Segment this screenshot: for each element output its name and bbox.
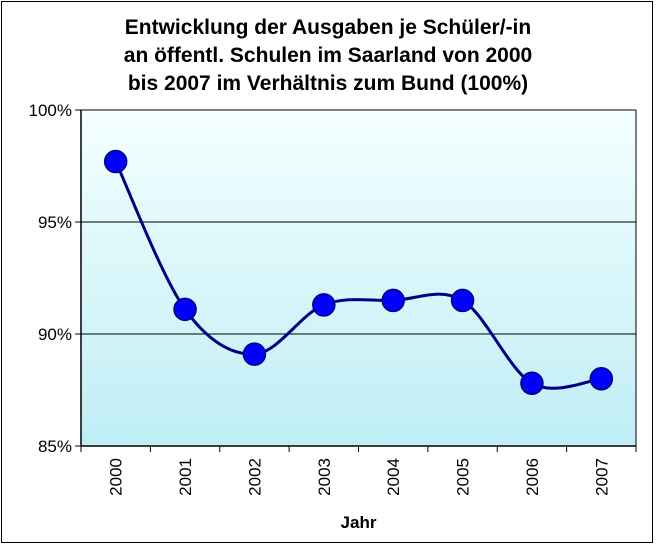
- y-tick-label: 90%: [38, 325, 72, 344]
- data-point-2001: [173, 297, 197, 322]
- y-tick-label: 95%: [38, 213, 72, 232]
- x-tick-label: 2002: [245, 458, 264, 496]
- data-point-2006: [520, 371, 544, 396]
- x-axis-title: Jahr: [341, 513, 377, 532]
- gridlines: [81, 221, 636, 335]
- x-axis-ticks: 2000 2001 2002 2003 2004 2005 2006 2007: [80, 446, 637, 496]
- x-tick-label: 2003: [315, 458, 334, 496]
- plot-area: [81, 110, 636, 446]
- data-point-2007: [589, 367, 614, 391]
- y-axis-ticks: 85% 90% 95% 100%: [29, 101, 81, 456]
- data-point-2002: [242, 342, 267, 366]
- data-point-2003: [312, 293, 336, 317]
- x-tick-label: 2007: [592, 458, 611, 496]
- data-point-2005: [450, 288, 475, 313]
- chart-title: Entwicklung der Ausgaben je Schüler/-in …: [0, 14, 656, 98]
- y-tick-label: 85%: [38, 437, 72, 456]
- x-tick-label: 2004: [384, 458, 403, 496]
- data-point-2004: [381, 288, 405, 313]
- data-point-2000: [103, 149, 128, 174]
- x-tick-label: 2000: [107, 458, 126, 496]
- y-tick-label: 100%: [29, 101, 72, 120]
- x-tick-label: 2005: [454, 458, 473, 496]
- chart-title-line-2: an öffentl. Schulen im Saarland von 2000: [123, 44, 533, 67]
- chart-title-line-1: Entwicklung der Ausgaben je Schüler/-in: [124, 16, 532, 39]
- x-tick-label: 2001: [176, 458, 195, 496]
- series-markers: [103, 149, 614, 396]
- x-tick-label: 2006: [523, 458, 542, 496]
- chart-title-line-3: bis 2007 im Verhältnis zum Bund (100%): [127, 72, 529, 95]
